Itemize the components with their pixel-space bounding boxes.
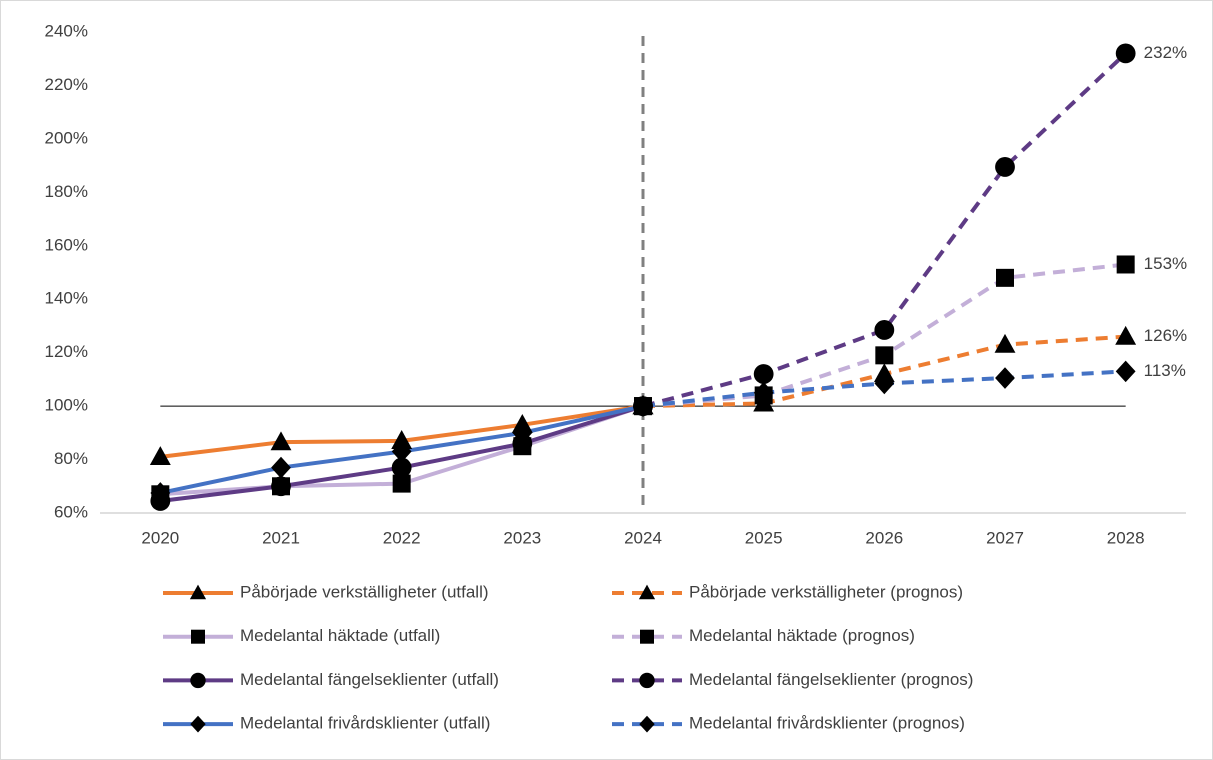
data-point <box>271 456 291 479</box>
data-point <box>875 346 894 365</box>
legend-marker <box>639 672 655 689</box>
y-tick-label: 220% <box>45 75 88 94</box>
legend-label: Medelantal frivårdsklienter (prognos) <box>689 714 965 733</box>
x-tick-label: 2024 <box>624 528 662 547</box>
data-point <box>994 333 1016 353</box>
data-point <box>271 476 291 497</box>
legend-label: Medelantal fängelseklienter (prognos) <box>689 670 973 689</box>
legend-marker <box>638 584 656 600</box>
data-point <box>391 457 412 478</box>
x-tick-label: 2020 <box>141 528 179 547</box>
legend-label: Medelantal häktade (prognos) <box>689 626 915 645</box>
x-tick-label: 2021 <box>262 528 300 547</box>
data-point <box>1115 43 1136 64</box>
legend-label: Medelantal häktade (utfall) <box>240 626 440 645</box>
x-tick-label: 2028 <box>1107 528 1145 547</box>
y-tick-label: 240% <box>45 21 88 40</box>
data-point <box>995 157 1015 177</box>
data-point <box>150 482 171 504</box>
x-tick-label: 2027 <box>986 528 1024 547</box>
data-label: 153% <box>1144 254 1187 273</box>
y-tick-label: 100% <box>45 396 88 415</box>
data-point <box>392 474 411 493</box>
data-point <box>996 268 1014 287</box>
data-point <box>391 440 412 463</box>
data-point <box>874 320 895 340</box>
y-tick-label: 180% <box>45 182 88 201</box>
x-tick-label: 2026 <box>865 528 903 547</box>
data-label: 126% <box>1144 326 1187 345</box>
data-point <box>149 446 171 465</box>
legend-marker <box>639 715 655 733</box>
legend-marker <box>189 584 207 600</box>
legend-label: Medelantal fängelseklienter (utfall) <box>240 670 499 689</box>
data-point <box>1115 325 1137 345</box>
legend-marker <box>190 715 206 733</box>
series-line <box>642 51 1128 409</box>
data-point <box>391 430 413 449</box>
data-point <box>512 422 533 444</box>
data-label: 113% <box>1144 361 1186 380</box>
data-label: 232% <box>1144 43 1187 62</box>
data-point <box>633 395 653 417</box>
x-tick-label: 2022 <box>383 528 421 547</box>
y-tick-label: 160% <box>45 235 88 254</box>
y-tick-label: 80% <box>54 449 88 468</box>
y-tick-label: 120% <box>45 342 88 361</box>
x-tick-label: 2025 <box>745 528 783 547</box>
legend-marker <box>640 629 654 644</box>
data-point <box>753 381 774 404</box>
y-tick-label: 140% <box>45 289 88 308</box>
legend-marker <box>190 672 206 689</box>
legend-label: Medelantal frivårdsklienter (utfall) <box>240 714 490 733</box>
legend-marker <box>191 629 205 644</box>
y-tick-label: 200% <box>45 128 88 147</box>
y-tick-label: 60% <box>54 502 88 521</box>
data-point <box>753 364 774 384</box>
legend-label: Påbörjade verkställigheter (utfall) <box>240 582 489 601</box>
x-tick-label: 2023 <box>503 528 541 547</box>
data-point <box>270 431 292 451</box>
data-point <box>995 367 1015 389</box>
legend-label: Påbörjade verkställigheter (prognos) <box>689 582 963 601</box>
data-point <box>874 372 895 395</box>
data-point <box>1116 255 1135 274</box>
data-point <box>1115 360 1136 383</box>
